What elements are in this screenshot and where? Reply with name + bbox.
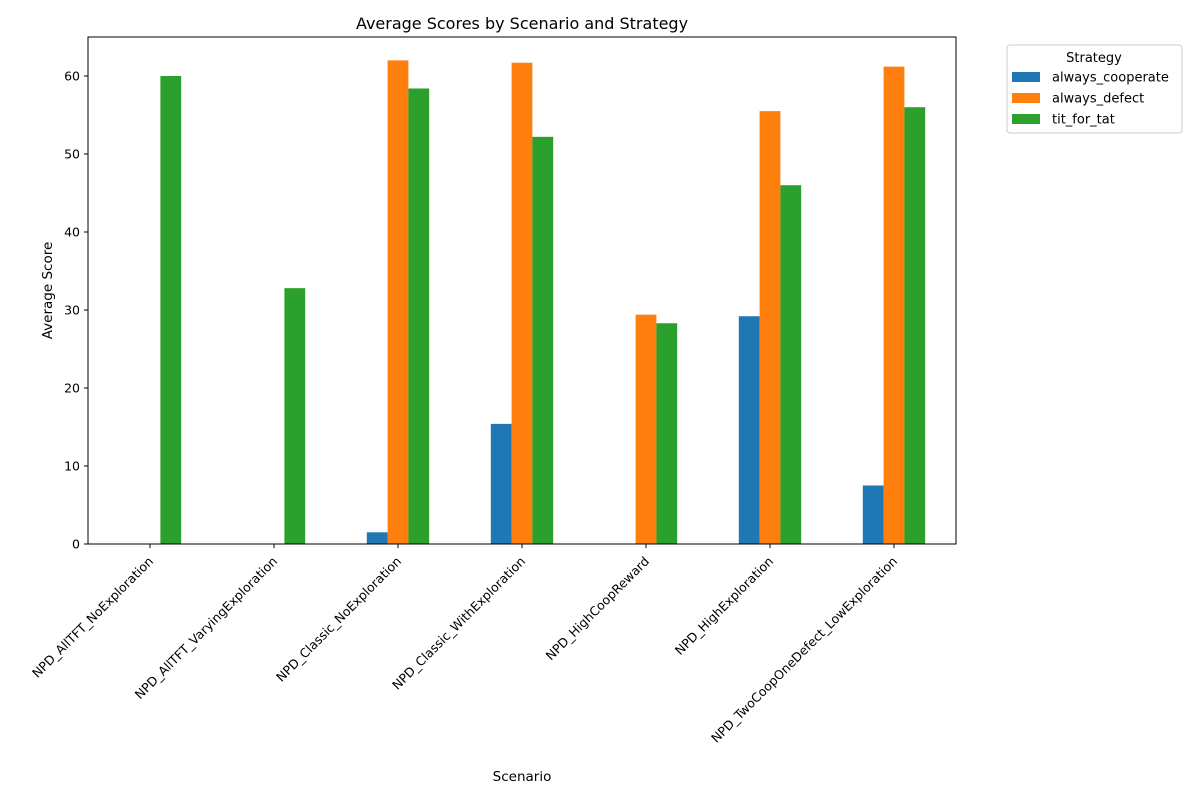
y-tick-label-20: 20 (64, 381, 80, 396)
legend-swatch-always_defect (1012, 93, 1040, 103)
bar-tit_for_tat-2 (408, 88, 430, 544)
y-tick-label-0: 0 (72, 537, 80, 552)
legend-swatch-tit_for_tat (1012, 114, 1040, 124)
legend-frame (1006, 44, 1183, 134)
bar-always_cooperate-2 (366, 532, 388, 544)
bar-always_cooperate-3 (490, 423, 512, 544)
legend: Strategy always_cooperate always_defectti… (1006, 44, 1183, 134)
x-tick-label-3: NPD_Classic_WithExploration (389, 554, 528, 693)
x-tick-label-0: NPD_AllTFT_NoExploration (29, 554, 156, 681)
bar-always_defect-6 (883, 66, 905, 544)
bar-tit_for_tat-0 (160, 76, 182, 544)
x-axis: NPD_AllTFT_NoExplorationNPD_AllTFT_Varyi… (29, 544, 900, 746)
legend-label-always_defect: always_defect (1052, 92, 1144, 107)
bar-tit_for_tat-3 (532, 136, 554, 544)
bar-always_defect-5 (759, 111, 781, 544)
y-tick-label-30: 30 (64, 303, 80, 318)
bar-tit_for_tat-5 (780, 185, 802, 544)
legend-items: always_cooperate always_defect tit_for_tat (1012, 71, 1169, 128)
bar-always_defect-2 (387, 60, 409, 545)
x-tick-label-5: NPD_HighExploration (672, 554, 776, 658)
y-tick-label-40: 40 (64, 225, 80, 240)
y-tick-label-50: 50 (64, 147, 80, 162)
x-tick-label-4: NPD_HighCoopReward (543, 554, 653, 664)
legend-title: Strategy (1066, 51, 1122, 66)
bar-tit_for_tat-6 (904, 107, 926, 544)
chart-title: Average Scores by Scenario and Strategy (356, 14, 688, 33)
bar-tit_for_tat-1 (284, 288, 306, 544)
bar-always_cooperate-5 (738, 316, 760, 544)
y-axis: 0 10 20 30 40 50 60 (64, 69, 88, 552)
x-tick-label-1: NPD_AllTFT_VaryingExploration (132, 554, 280, 702)
bars-layer (160, 60, 926, 545)
x-axis-label: Scenario (493, 769, 552, 785)
legend-label-tit_for_tat: tit_for_tat (1052, 113, 1115, 128)
legend-label-always_cooperate: always_cooperate (1052, 71, 1169, 86)
y-tick-label-60: 60 (64, 69, 80, 84)
bar-always_defect-3 (511, 62, 533, 545)
y-tick-label-10: 10 (64, 459, 80, 474)
bar-always_defect-4 (635, 314, 657, 544)
x-tick-label-2: NPD_Classic_NoExploration (273, 554, 404, 685)
bar-always_cooperate-6 (862, 485, 884, 544)
legend-swatch-always_cooperate (1012, 72, 1040, 82)
bar-tit_for_tat-4 (656, 323, 678, 544)
y-axis-label: Average Score (40, 242, 56, 340)
